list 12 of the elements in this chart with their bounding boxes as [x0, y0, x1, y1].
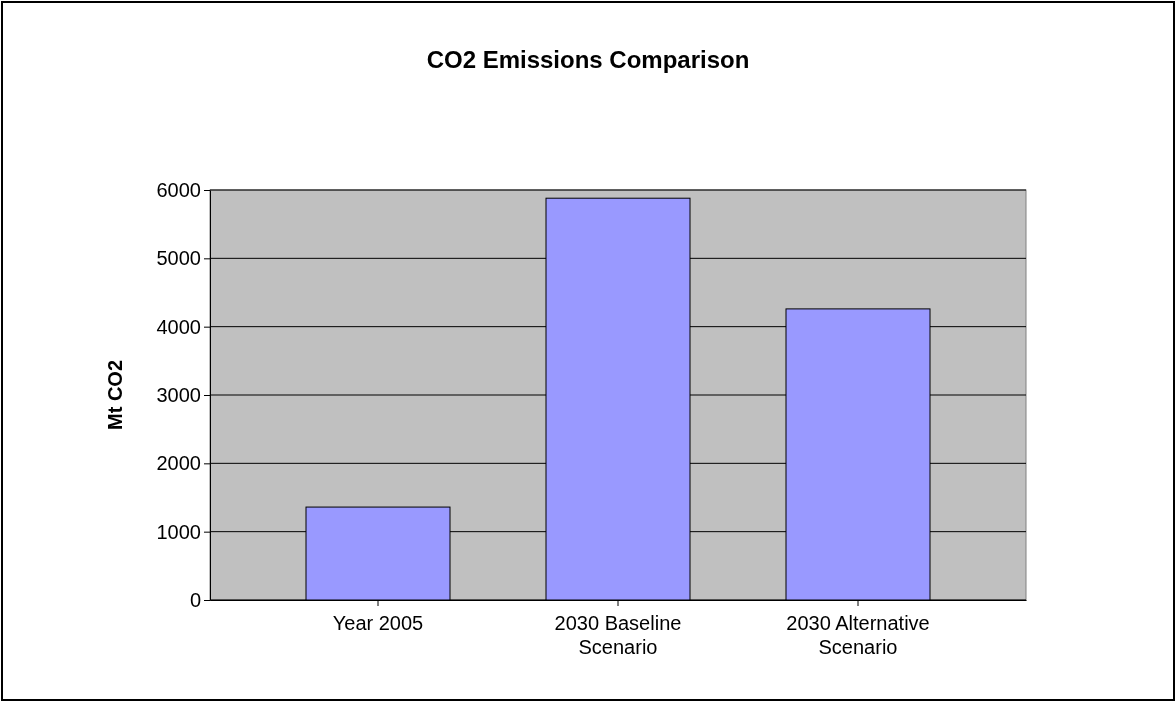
y-tick-label: 3000: [156, 383, 201, 406]
y-tick-label: 6000: [156, 178, 201, 201]
y-axis-title: Mt CO2: [104, 360, 126, 430]
y-tick-label: 5000: [156, 247, 201, 270]
x-tick-label: 2030 Baseline Scenario: [554, 612, 682, 658]
x-tick-label: Year 2005: [332, 612, 424, 634]
x-tick-label: 2030 Alternative Scenario: [786, 612, 930, 658]
y-tick-label: 2000: [156, 452, 201, 475]
chart-title: CO2 Emissions Comparison: [426, 46, 750, 73]
y-tick-label: 0: [189, 588, 201, 611]
y-tick-label: 1000: [156, 520, 201, 543]
y-tick-label: 4000: [156, 315, 201, 338]
